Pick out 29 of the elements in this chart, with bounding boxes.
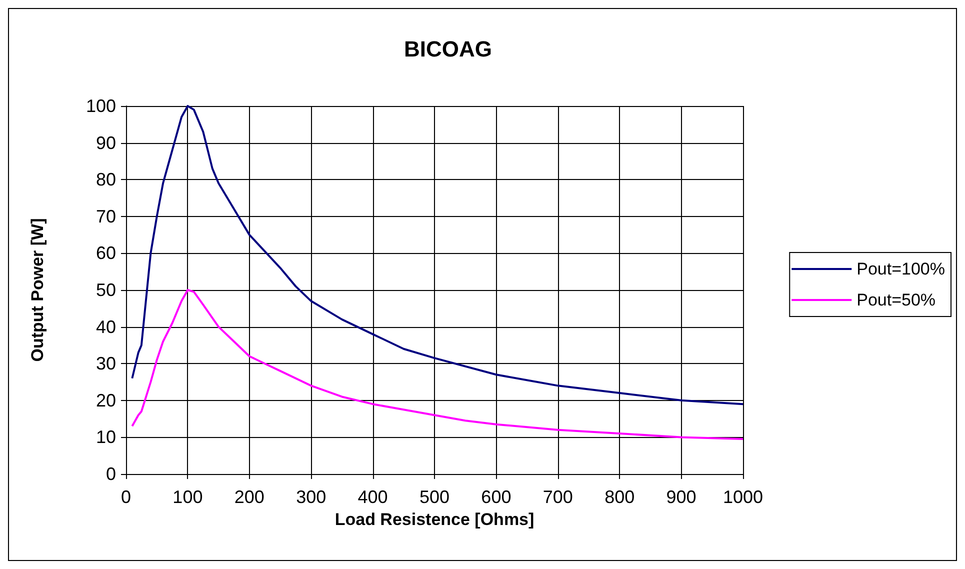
y-tick-label: 10 xyxy=(96,427,116,448)
y-tick-label: 50 xyxy=(96,280,116,300)
y-tick-label: 60 xyxy=(96,243,116,264)
y-tick-label: 70 xyxy=(96,206,116,226)
y-tick-label: 80 xyxy=(96,170,116,190)
x-tick-label: 700 xyxy=(542,487,573,507)
line-series xyxy=(131,289,744,440)
x-tick-label: 100 xyxy=(172,487,203,507)
x-tick-label: 500 xyxy=(419,487,450,507)
x-tick-label: 900 xyxy=(666,487,696,507)
line-series xyxy=(131,105,744,406)
x-tick-label: 0 xyxy=(120,487,132,507)
y-axis-title: Output Power [W] xyxy=(28,218,47,362)
y-tick-label: 30 xyxy=(96,354,116,374)
legend-label: Pout=50% xyxy=(856,290,936,310)
x-tick-label: 1000 xyxy=(722,487,764,507)
x-axis-title: Load Resistence [Ohms] xyxy=(334,510,534,529)
chart-title: BICOAG xyxy=(404,36,492,62)
y-tick-label: 90 xyxy=(96,132,116,153)
y-tick-label: 40 xyxy=(96,316,116,337)
x-tick-label: 400 xyxy=(358,487,388,507)
y-tick-label: 0 xyxy=(106,464,116,484)
x-tick-label: 800 xyxy=(604,487,635,507)
legend-label: Pout=100% xyxy=(856,260,946,278)
y-tick-label: 20 xyxy=(96,390,116,410)
x-tick-label: 200 xyxy=(234,487,264,507)
x-tick-label: 600 xyxy=(481,487,512,507)
x-tick-label: 300 xyxy=(296,487,326,507)
y-tick-label: 100 xyxy=(86,96,116,116)
